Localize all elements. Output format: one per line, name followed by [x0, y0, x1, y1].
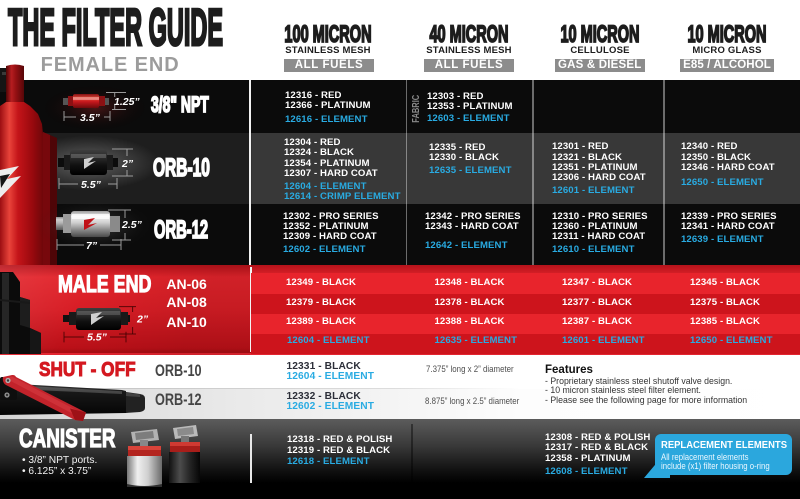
svg-text:7”: 7” [86, 240, 98, 252]
svg-text:2”: 2” [136, 314, 149, 326]
svg-text:5.5”: 5.5” [81, 179, 102, 191]
svg-text:2.5”: 2.5” [121, 219, 143, 231]
svg-text:1.25”: 1.25” [114, 96, 140, 108]
svg-text:2”: 2” [121, 158, 134, 170]
svg-text:5.5”: 5.5” [87, 332, 108, 344]
svg-text:3.5”: 3.5” [80, 112, 101, 124]
